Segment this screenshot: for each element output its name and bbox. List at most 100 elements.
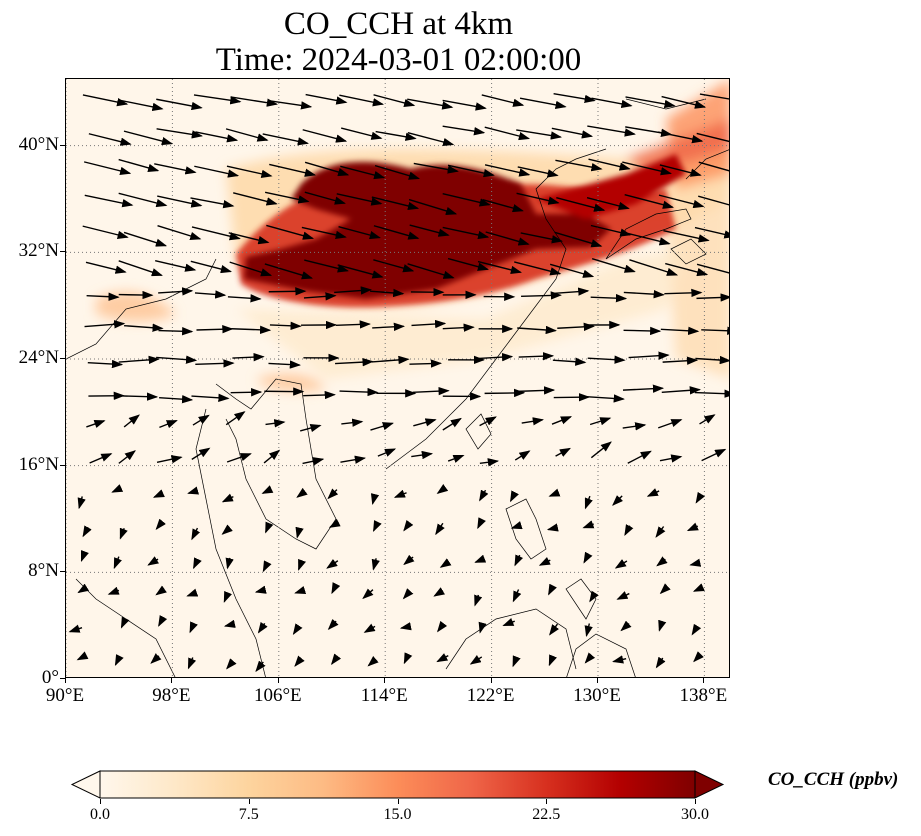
- wind-arrow: [479, 416, 497, 427]
- wind-arrow: [695, 491, 705, 504]
- wind-arrow: [255, 660, 266, 672]
- wind-arrow: [327, 488, 339, 500]
- wind-arrow: [658, 619, 667, 632]
- wind-arrow: [120, 616, 130, 629]
- wind-arrow: [304, 259, 349, 273]
- wind-arrow: [442, 417, 462, 431]
- wind-arrow: [556, 196, 606, 212]
- colorbar-tick-label: 7.5: [238, 806, 259, 823]
- wind-arrow: [624, 231, 671, 246]
- wind-arrow: [191, 447, 211, 460]
- wind-arrow: [373, 259, 415, 273]
- wind-arrow: [261, 485, 274, 494]
- wind-arrow: [686, 522, 699, 532]
- wind-arrow: [187, 657, 197, 670]
- wind-arrow: [229, 261, 273, 277]
- wind-arrow: [696, 132, 729, 143]
- wind-arrow: [304, 191, 346, 205]
- wind-arrow: [517, 386, 556, 395]
- wind-arrow: [411, 450, 434, 460]
- wind-arrow: [157, 195, 203, 208]
- wind-arrow: [221, 493, 234, 503]
- wind-arrow: [622, 161, 672, 176]
- wind-vectors: [68, 93, 729, 672]
- wind-arrow: [294, 586, 307, 595]
- wind-arrow: [230, 388, 263, 397]
- wind-arrow: [223, 619, 236, 628]
- wind-arrow: [335, 320, 371, 329]
- wind-arrow: [265, 521, 274, 534]
- lon-tick-label: 130°E: [573, 685, 621, 706]
- wind-arrow: [156, 128, 203, 139]
- wind-arrow: [436, 653, 449, 663]
- wind-arrow: [484, 126, 531, 141]
- wind-arrow: [657, 131, 704, 144]
- wind-arrow: [479, 489, 489, 502]
- wind-arrow: [124, 323, 164, 332]
- wind-arrow: [403, 519, 414, 532]
- lat-tick-label: 24°N: [18, 347, 59, 368]
- map-subtitle-time: Time: 2024-03-01 02:00:00: [215, 42, 582, 78]
- wind-arrow: [268, 287, 307, 296]
- wind-arrow: [510, 490, 519, 503]
- lon-tick-label: 90°E: [45, 685, 85, 706]
- wind-arrow: [305, 93, 348, 105]
- wind-arrow: [193, 94, 242, 105]
- colorbar-gradient: [70, 770, 725, 799]
- wind-arrow: [437, 620, 448, 633]
- wind-arrow: [623, 326, 662, 336]
- wind-arrow: [362, 588, 374, 600]
- wind-arrow: [590, 224, 632, 237]
- wind-arrow: [86, 292, 120, 301]
- wind-arrow: [77, 496, 86, 510]
- wind-arrow: [628, 351, 670, 360]
- wind-arrow: [586, 394, 625, 403]
- wind-arrow: [538, 557, 551, 566]
- wind-arrow: [616, 591, 630, 600]
- wind-arrow: [693, 651, 704, 663]
- wind-arrow: [625, 96, 676, 109]
- wind-arrow: [659, 454, 683, 463]
- wind-arrow: [190, 260, 233, 274]
- wind-arrow: [226, 658, 237, 670]
- wind-arrow: [481, 94, 525, 107]
- lon-tick-label: 122°E: [466, 685, 515, 706]
- wind-arrow: [147, 556, 160, 566]
- wind-arrow: [439, 558, 452, 568]
- lon-tick-mark: [597, 678, 598, 683]
- wind-arrow: [85, 261, 127, 274]
- wind-arrow: [549, 263, 595, 278]
- wind-arrow: [265, 419, 286, 428]
- wind-arrow: [698, 161, 729, 172]
- wind-arrow: [694, 389, 729, 398]
- lon-tick-label: 98°E: [152, 685, 191, 706]
- wind-arrow: [484, 164, 531, 177]
- wind-arrow: [223, 590, 232, 603]
- wind-arrow: [589, 417, 612, 426]
- wind-arrow: [377, 448, 397, 457]
- wind-arrow: [84, 194, 134, 208]
- wind-arrow: [521, 291, 562, 300]
- wind-arrow: [191, 226, 241, 241]
- map-plot-area: [65, 78, 730, 678]
- wind-arrow: [158, 327, 194, 336]
- wind-arrow: [589, 590, 599, 603]
- wind-arrow: [591, 97, 633, 109]
- wind-arrow: [477, 260, 523, 275]
- wind-arrow: [407, 131, 455, 147]
- wind-arrow: [699, 414, 716, 425]
- wind-arrow: [627, 450, 652, 464]
- wind-arrow: [87, 359, 124, 369]
- wind-arrow: [118, 450, 136, 464]
- wind-arrow: [340, 165, 386, 180]
- wind-arrow: [77, 583, 90, 594]
- wind-arrow: [409, 224, 450, 237]
- lon-tick-mark: [703, 678, 705, 683]
- wind-arrow: [478, 621, 487, 634]
- wind-arrow: [230, 96, 279, 107]
- wind-arrow: [156, 355, 198, 364]
- wind-arrow: [663, 229, 710, 243]
- wind-arrow: [516, 192, 560, 205]
- wind-arrow: [119, 527, 128, 540]
- wind-arrow: [512, 589, 522, 603]
